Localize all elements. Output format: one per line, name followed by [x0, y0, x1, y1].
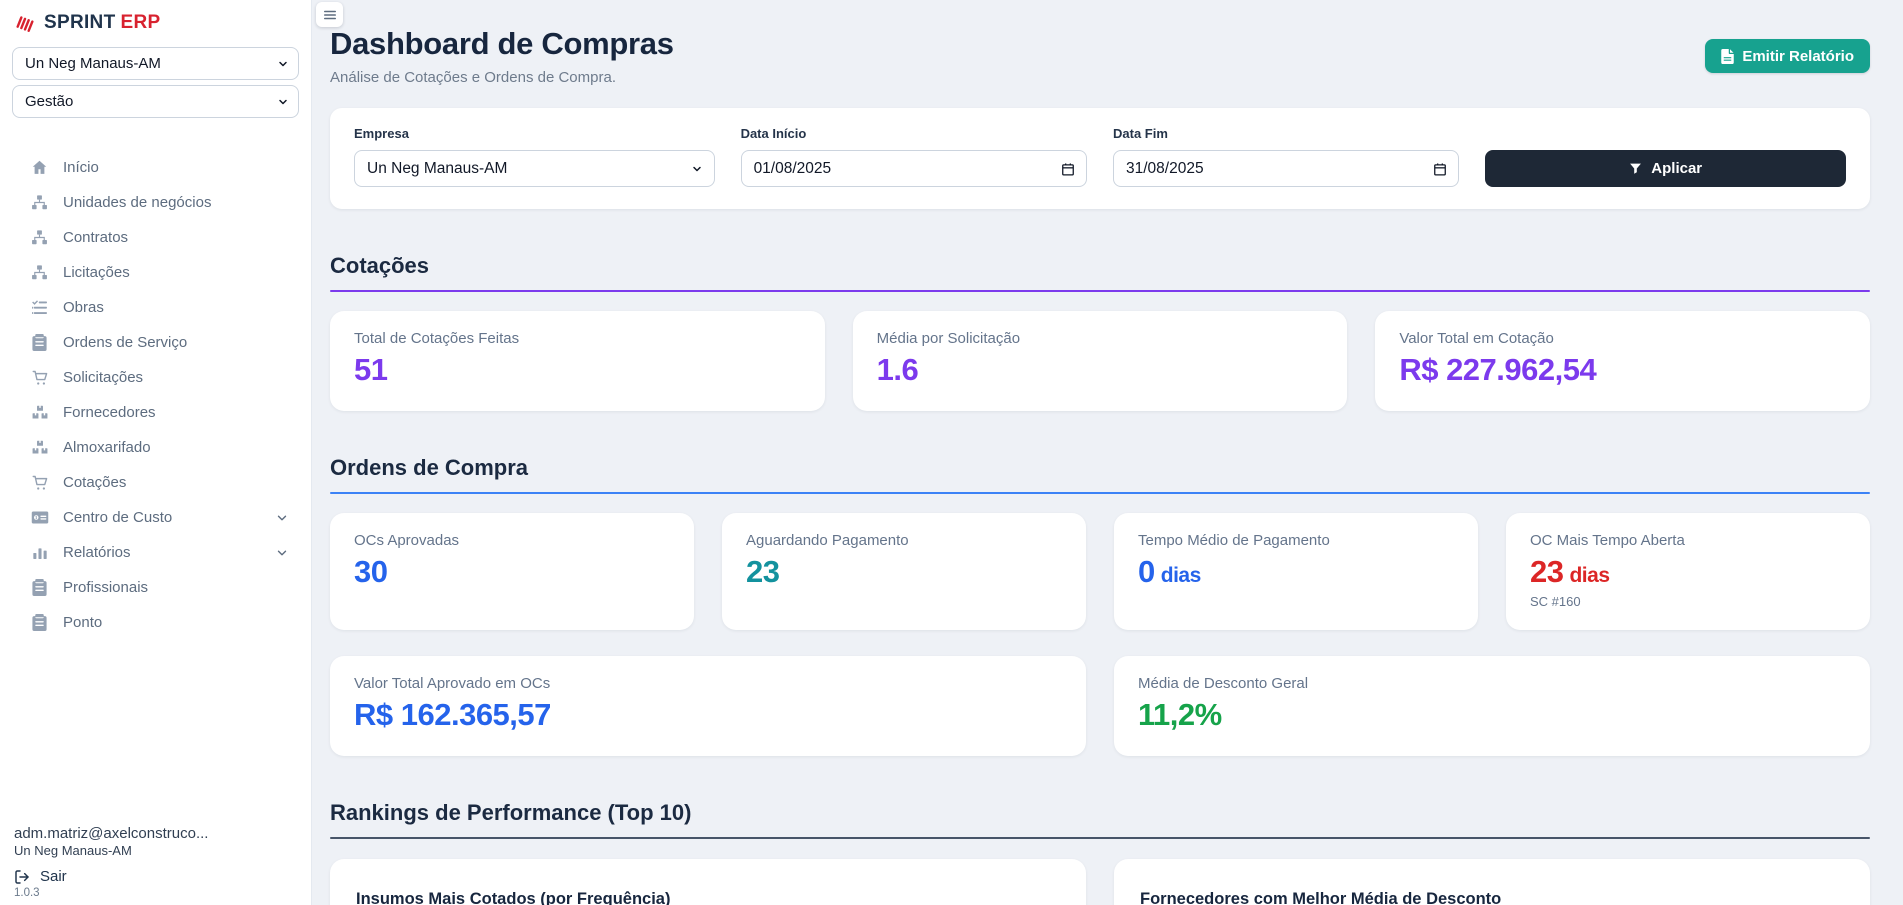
sidebar-item-fornecedores[interactable]: Fornecedores — [0, 395, 311, 430]
stat-card-tempo-medio-pagamento: Tempo Médio de Pagamento 0 dias — [1114, 513, 1478, 630]
stat-value: 23 dias — [1530, 554, 1610, 589]
stat-card-oc-mais-tempo-aberta: OC Mais Tempo Aberta 23 dias SC #160 — [1506, 513, 1870, 630]
logout-button[interactable]: Sair — [14, 868, 301, 885]
stat-value: R$ 227.962,54 — [1399, 352, 1597, 387]
clipboard-icon — [30, 579, 49, 596]
sidebar-item-unidades-de-negocios[interactable]: Unidades de negócios — [0, 185, 311, 220]
ranking-card-insumos: Insumos Mais Cotados (por Frequência) — [330, 859, 1086, 905]
cart-icon — [30, 474, 49, 491]
section-ordens-rule — [330, 492, 1870, 494]
sidebar-toggle-button[interactable] — [316, 2, 343, 27]
home-icon — [30, 159, 49, 176]
ranking-card-fornecedores: Fornecedores com Melhor Média de Descont… — [1114, 859, 1870, 905]
page-title: Dashboard de Compras — [330, 26, 674, 61]
apply-filter-button[interactable]: Aplicar — [1485, 150, 1846, 187]
section-cotacoes-title: Cotações — [330, 253, 430, 278]
sidebar-item-centro-de-custo[interactable]: Centro de Custo — [0, 500, 311, 535]
logout-icon — [14, 869, 30, 885]
hamburger-icon — [322, 8, 338, 22]
stat-value: R$ 162.365,57 — [354, 697, 551, 732]
stat-card-total-cotacoes: Total de Cotações Feitas 51 — [330, 311, 825, 411]
section-ordens-title: Ordens de Compra — [330, 455, 529, 480]
emit-report-button[interactable]: Emitir Relatório — [1705, 39, 1870, 73]
stat-value: 30 — [354, 554, 388, 589]
empresa-field: Empresa Un Neg Manaus-AM — [354, 126, 715, 187]
sidebar-item-inicio[interactable]: Início — [0, 150, 311, 185]
money-check-icon — [30, 510, 49, 525]
sidebar-item-obras[interactable]: Obras — [0, 290, 311, 325]
sidebar-item-almoxarifado[interactable]: Almoxarifado — [0, 430, 311, 465]
stat-card-media-solicitacao: Média por Solicitação 1.6 — [852, 311, 1348, 411]
stat-card-aguardando-pagamento: Aguardando Pagamento 23 — [722, 513, 1086, 630]
empresa-label: Empresa — [354, 126, 409, 141]
page-subtitle: Análise de Cotações e Ordens de Compra. — [330, 69, 616, 86]
data-fim-input[interactable] — [1113, 150, 1460, 187]
clipboard-icon — [30, 334, 49, 351]
apply-field: Aplicar — [1485, 150, 1846, 187]
business-unit-select[interactable]: Un Neg Manaus-AM — [12, 47, 299, 80]
data-fim-field: Data Fim — [1113, 126, 1460, 187]
stat-card-ocs-aprovadas: OCs Aprovadas 30 — [330, 513, 694, 630]
stat-card-valor-total-cotacao: Valor Total em Cotação R$ 227.962,54 — [1375, 311, 1870, 411]
chevron-down-icon — [275, 511, 289, 525]
sitemap-icon — [30, 194, 49, 211]
sidebar-item-ponto[interactable]: Ponto — [0, 605, 311, 640]
user-info: adm.matriz@axelconstruco... Un Neg Manau… — [14, 825, 301, 899]
funnel-icon — [1629, 162, 1642, 175]
chevron-down-icon — [275, 546, 289, 560]
section-cotacoes: Cotações Total de Cotações Feitas 51 Méd… — [330, 253, 1870, 411]
stat-value: 51 — [354, 352, 388, 387]
sidebar-item-ordens-de-servico[interactable]: Ordens de Serviço — [0, 325, 311, 360]
section-rankings: Rankings de Performance (Top 10) Insumos… — [330, 800, 1870, 905]
brand-logo: SPRINT ERP — [0, 0, 311, 42]
data-inicio-field: Data Início — [740, 126, 1087, 187]
clipboard-icon — [30, 614, 49, 631]
sidebar-nav: Início Unidades de negócios Contratos Li… — [0, 150, 311, 640]
data-fim-label: Data Fim — [1113, 126, 1168, 141]
sidebar: SPRINT ERP Un Neg Manaus-AM Gestão — [0, 0, 312, 905]
main-content: Dashboard de Compras Análise de Cotações… — [312, 0, 1903, 905]
stat-value: 11,2% — [1138, 697, 1222, 732]
boxes-icon — [30, 404, 49, 421]
user-business-unit: Un Neg Manaus-AM — [14, 843, 132, 858]
module-select[interactable]: Gestão — [12, 85, 299, 118]
tasks-icon — [30, 299, 49, 316]
data-inicio-label: Data Início — [740, 126, 807, 141]
sidebar-item-contratos[interactable]: Contratos — [0, 220, 311, 255]
stat-value: 23 — [746, 554, 780, 589]
bar-chart-icon — [30, 545, 49, 561]
sidebar-item-profissionais[interactable]: Profissionais — [0, 570, 311, 605]
empresa-select[interactable]: Un Neg Manaus-AM — [354, 150, 715, 187]
stat-note: SC #160 — [1530, 594, 1581, 609]
stat-value: 0 dias — [1138, 554, 1201, 589]
filter-bar: Empresa Un Neg Manaus-AM Data Início — [330, 108, 1870, 209]
pdf-file-icon — [1721, 48, 1735, 64]
sitemap-icon — [30, 264, 49, 281]
user-email: adm.matriz@axelconstruco... — [14, 825, 209, 842]
sidebar-item-licitacoes[interactable]: Licitações — [0, 255, 311, 290]
section-cotacoes-rule — [330, 290, 1870, 292]
stat-card-valor-total-aprovado: Valor Total Aprovado em OCs R$ 162.365,5… — [330, 656, 1086, 756]
sidebar-item-relatorios[interactable]: Relatórios — [0, 535, 311, 570]
stat-value: 1.6 — [876, 352, 919, 387]
data-inicio-input[interactable] — [740, 150, 1087, 187]
brand-icon — [14, 12, 36, 34]
sitemap-icon — [30, 229, 49, 246]
app-version: 1.0.3 — [14, 887, 40, 899]
boxes-icon — [30, 439, 49, 456]
sidebar-item-cotacoes[interactable]: Cotações — [0, 465, 311, 500]
brand-name: SPRINT ERP — [44, 12, 161, 33]
page-header: Dashboard de Compras Análise de Cotações… — [330, 26, 1870, 86]
section-rankings-title: Rankings de Performance (Top 10) — [330, 800, 692, 825]
cart-icon — [30, 369, 49, 386]
section-ordens-de-compra: Ordens de Compra OCs Aprovadas 30 Aguard… — [330, 455, 1870, 756]
section-rankings-rule — [330, 837, 1870, 839]
sidebar-item-solicitacoes[interactable]: Solicitações — [0, 360, 311, 395]
stat-card-media-desconto: Média de Desconto Geral 11,2% — [1114, 656, 1870, 756]
